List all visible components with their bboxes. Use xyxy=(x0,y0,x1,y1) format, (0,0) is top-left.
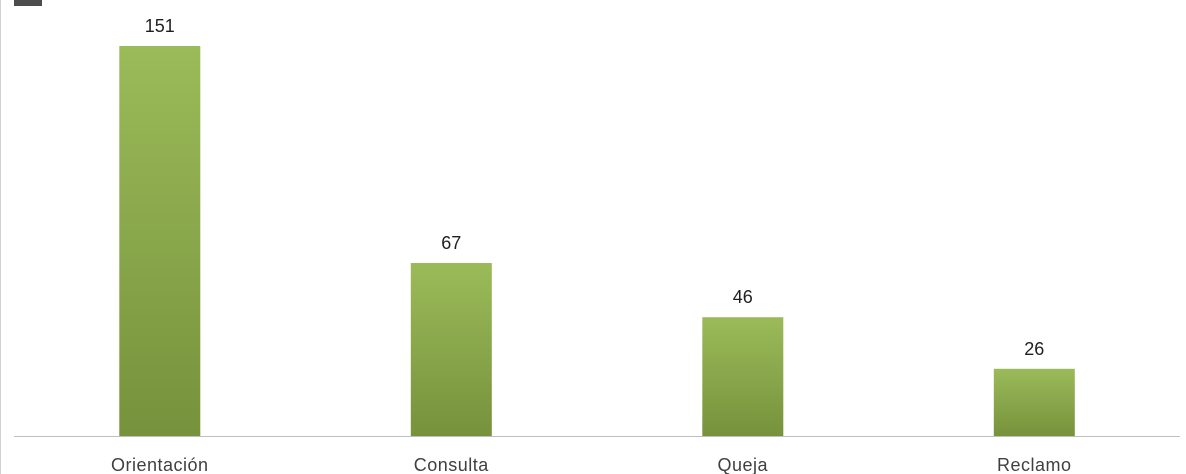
data-label: 151 xyxy=(145,16,175,36)
data-label: 46 xyxy=(733,287,753,307)
corner-mark xyxy=(14,0,42,6)
bar-consulta xyxy=(410,263,492,436)
data-label: 67 xyxy=(441,233,461,253)
x-tick-label: Reclamo xyxy=(997,455,1072,474)
x-tick-label: Queja xyxy=(718,455,769,474)
bar-queja xyxy=(702,317,784,436)
chart-frame-edge xyxy=(0,0,1,474)
x-tick-label: Consulta xyxy=(414,455,490,474)
bar-reclamo xyxy=(993,368,1075,436)
x-tick-label: Orientación xyxy=(111,455,209,474)
bar-orientacion xyxy=(119,46,201,436)
data-label: 26 xyxy=(1024,339,1044,359)
